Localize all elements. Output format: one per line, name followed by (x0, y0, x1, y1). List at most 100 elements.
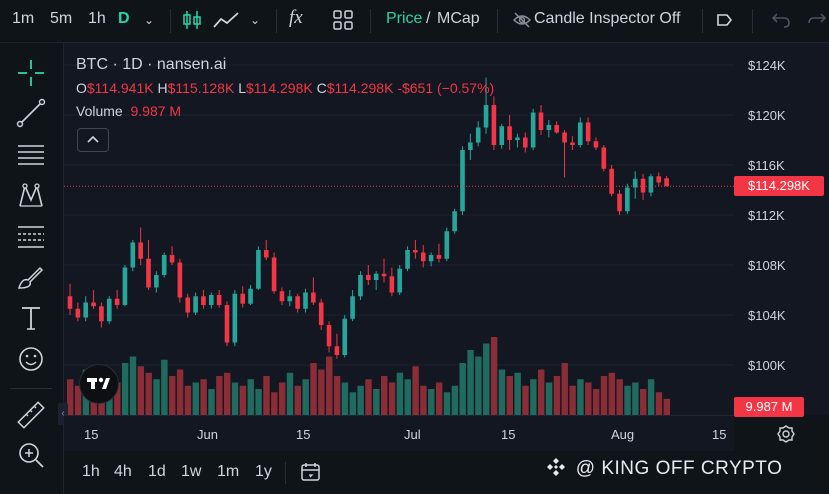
range-1y[interactable]: 1y (255, 463, 272, 480)
candle-body (232, 293, 238, 343)
volume-bar (208, 389, 215, 415)
close-value: $114.298K (326, 80, 394, 96)
price-axis[interactable]: $124K $120K $116K $112K $108K $104K $100… (734, 43, 829, 415)
volume-bar (381, 376, 388, 415)
volume-bar (263, 376, 270, 415)
volume-bar (286, 372, 294, 415)
watermark-at: @ (575, 458, 596, 479)
candlestick-chart[interactable] (64, 43, 734, 415)
range-4h[interactable]: 4h (114, 463, 132, 480)
range-1w[interactable]: 1w (181, 463, 202, 480)
candle-body (318, 302, 324, 325)
candle-body (617, 193, 622, 212)
volume-bar (294, 385, 302, 415)
binance-diamond-icon (547, 458, 565, 476)
candle-body (279, 291, 285, 302)
volume-bar (538, 369, 545, 415)
candle-body (373, 273, 379, 280)
fx-indicators-icon[interactable]: fx (289, 7, 303, 28)
top-toolbar: 1m 5m 1h D ⌄ ⌄ fx Price / MCap Candle In… (0, 0, 829, 43)
text-tool-icon[interactable] (14, 301, 48, 335)
candle-body (161, 255, 167, 275)
candles-icon[interactable] (180, 8, 204, 32)
open-value: $114.941K (86, 80, 154, 96)
undo-icon[interactable] (770, 10, 792, 30)
candle-body (523, 137, 528, 148)
volume-bar (514, 372, 521, 415)
candle-body (122, 267, 128, 305)
candle-body (146, 258, 151, 288)
trend-line-icon[interactable] (14, 96, 48, 130)
tradingview-logo[interactable] (79, 364, 119, 404)
calendar-range-icon[interactable] (300, 461, 322, 483)
mcap-toggle[interactable]: MCap (437, 10, 480, 27)
candle-body (201, 296, 206, 305)
volume-bar (255, 389, 262, 415)
divider (170, 9, 171, 33)
candle-inspector-toggle[interactable]: Candle Inspector Off (534, 10, 681, 27)
candle-body (106, 298, 112, 322)
range-1d[interactable]: 1d (148, 463, 166, 480)
time-axis[interactable]: 15 Jun 15 Jul 15 Aug 15 (64, 415, 795, 452)
volume-bar (373, 389, 380, 415)
volume-bar (333, 376, 341, 415)
zoom-in-icon[interactable] (14, 438, 48, 472)
chevron-down-icon[interactable]: ⌄ (144, 13, 155, 27)
volume-bar (530, 379, 537, 415)
volume-bar (451, 385, 459, 415)
crosshair-icon[interactable] (14, 56, 48, 90)
candle-body (420, 252, 426, 262)
volume-bar (67, 379, 74, 415)
collapse-legend-button[interactable] (77, 128, 109, 152)
volume-bar (153, 379, 160, 415)
range-1h[interactable]: 1h (82, 463, 100, 480)
interval-1m[interactable]: 1m (12, 10, 35, 27)
eye-off-icon (512, 12, 532, 28)
volume-bar (247, 379, 254, 415)
candle-body (546, 125, 552, 130)
interval-d[interactable]: D (118, 10, 130, 27)
price-mcap-separator: / (426, 10, 431, 27)
high-value: $115.128K (167, 80, 235, 96)
volume-bar (428, 389, 435, 415)
volume-bar (585, 382, 592, 415)
brush-icon[interactable] (14, 260, 48, 294)
candle-body (444, 231, 450, 259)
candle-body (287, 296, 293, 302)
volume-legend: Volume 9.987 M (76, 103, 181, 119)
ruler-icon[interactable] (14, 398, 48, 432)
candle-body (248, 288, 253, 304)
label-icon[interactable] (716, 11, 734, 29)
range-1m[interactable]: 1m (217, 463, 240, 480)
horizontal-lines-icon[interactable] (14, 137, 48, 171)
candle-body (562, 132, 567, 143)
chevron-down-icon[interactable]: ⌄ (250, 13, 261, 27)
fib-levels-icon[interactable] (14, 219, 48, 253)
volume-bar (114, 382, 121, 415)
interval-1h[interactable]: 1h (88, 10, 106, 27)
redo-icon[interactable] (806, 10, 828, 30)
candle-body (389, 276, 395, 293)
volume-bar (271, 392, 278, 415)
interval-5m[interactable]: 5m (50, 10, 73, 27)
volume-bar (231, 382, 239, 415)
volume-bar (498, 369, 506, 415)
divider (276, 9, 277, 33)
ohlc-legend: O$114.941K H$115.128K L$114.298K C$114.2… (76, 80, 494, 96)
candle-body (303, 292, 308, 309)
change-value: -$651 (−0.57%) (397, 80, 495, 96)
volume-bar (404, 379, 411, 415)
emoji-icon[interactable] (14, 342, 48, 376)
volume-bar (420, 385, 427, 415)
tradingview-icon (87, 377, 110, 389)
layout-grid-icon[interactable] (332, 9, 354, 31)
price-toggle[interactable]: Price (386, 10, 423, 27)
volume-bar (632, 382, 639, 415)
line-chart-icon[interactable] (212, 8, 240, 32)
divider (497, 9, 498, 33)
chart-pane[interactable]: ‹ (58, 43, 734, 425)
settings-gear-icon[interactable] (776, 424, 796, 444)
volume-bar (326, 356, 333, 415)
toolbar-collapse-handle[interactable]: ‹ (58, 403, 68, 425)
pattern-icon[interactable] (14, 178, 48, 212)
